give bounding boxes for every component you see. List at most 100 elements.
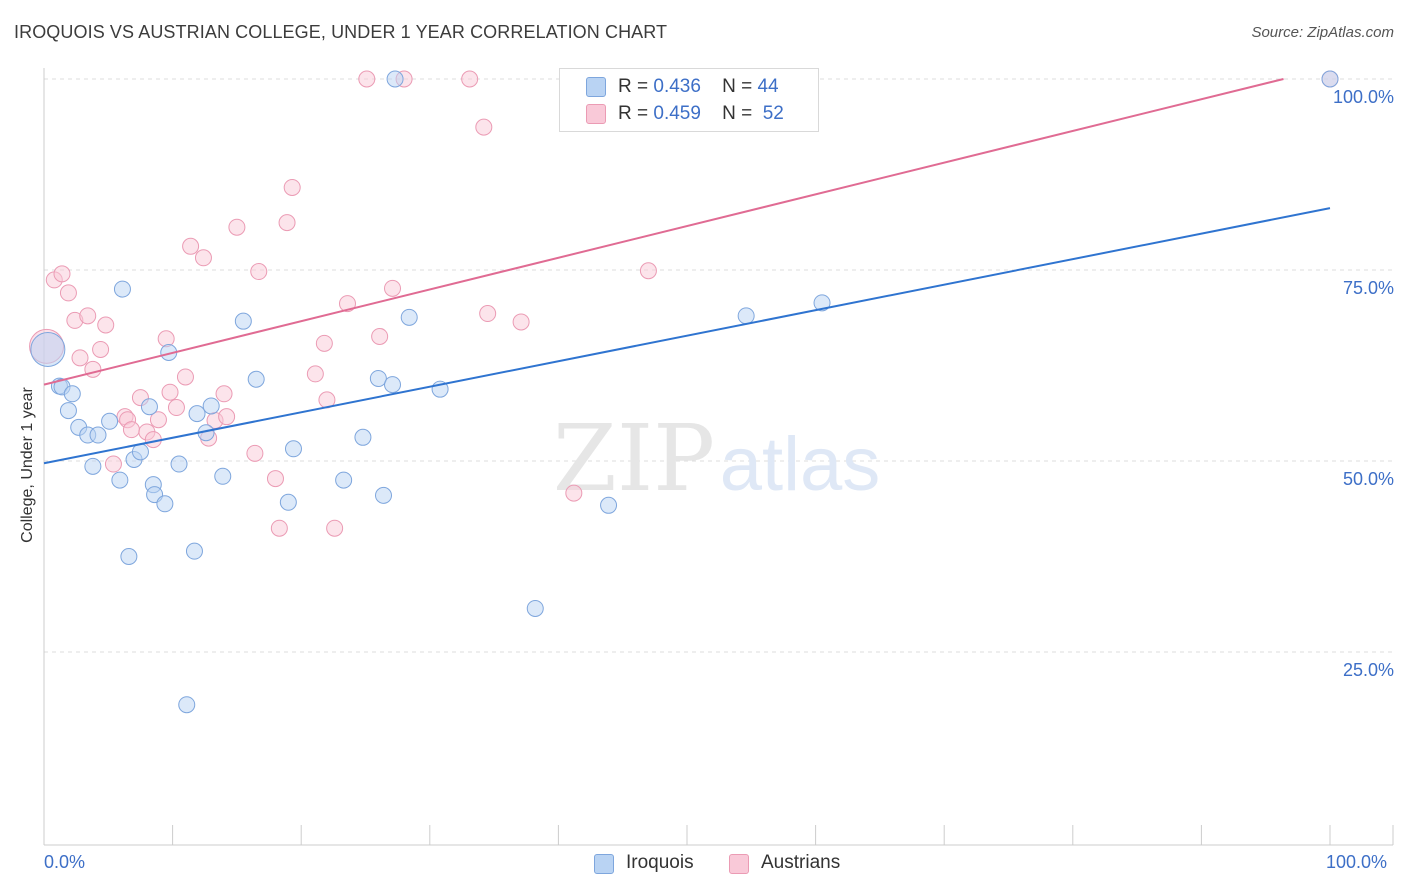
austrians-point-42 <box>384 279 402 297</box>
iroquois-point-40 <box>600 496 618 514</box>
iroquois-point-11 <box>111 471 129 489</box>
iroquois-point-14 <box>120 547 138 565</box>
iroquois-point-25 <box>202 397 220 415</box>
iroquois-point-30 <box>284 440 302 458</box>
iroquois-point-28 <box>247 370 265 388</box>
iroquois-point-21 <box>178 696 196 714</box>
legend-label-iroquois: Iroquois <box>626 852 694 873</box>
watermark: ZIP atlas <box>553 405 880 512</box>
austrians-point-20 <box>167 399 185 417</box>
legend-n-label: N = <box>722 76 753 97</box>
iroquois-point-26 <box>214 467 232 485</box>
austrians-point-35 <box>306 365 324 383</box>
legend-label-austrians: Austrians <box>761 852 841 873</box>
legend-r-value: 0.459 <box>653 103 701 124</box>
austrians-point-34 <box>283 178 301 196</box>
legend-n-label: N = <box>722 103 753 124</box>
legend-r-label: R = <box>618 76 649 97</box>
trend-line-austrians <box>43 78 1284 386</box>
austrians-point-44 <box>461 70 479 88</box>
austrians-point-47 <box>512 313 530 331</box>
austrians-point-39 <box>338 295 356 313</box>
iroquois-point-3 <box>63 385 81 403</box>
iroquois-point-0 <box>30 331 66 367</box>
iroquois-point-34 <box>375 486 393 504</box>
legend-stats: R = 0.436 N = 44 R = 0.459 N = 52 <box>559 68 819 132</box>
legend-n-value: 52 <box>762 103 784 124</box>
austrians-point-41 <box>371 327 389 345</box>
iroquois-point-15 <box>140 398 158 416</box>
austrians-point-30 <box>250 263 268 281</box>
iroquois-point-36 <box>386 70 404 88</box>
y-tick-label-100: 100.0% <box>1332 87 1394 107</box>
austrians-point-8 <box>92 340 110 358</box>
iroquois-point-35 <box>384 376 402 394</box>
iroquois-point-10 <box>113 280 131 298</box>
iroquois-point-27 <box>234 312 252 330</box>
austrians-point-46 <box>479 305 497 323</box>
x-tick-label-min: 0.0% <box>44 852 86 872</box>
source-label: Source: ZipAtlas.com <box>1251 24 1394 41</box>
austrians-point-31 <box>266 470 284 488</box>
iroquois-point-33 <box>369 369 387 387</box>
austrians-point-36 <box>315 334 333 352</box>
iroquois-point-29 <box>279 493 297 511</box>
iroquois-point-41 <box>737 307 755 325</box>
austrians-point-5 <box>79 307 97 325</box>
austrians-point-22 <box>182 237 200 255</box>
legend-n-value: 44 <box>757 76 779 97</box>
legend-swatch-iroquois <box>586 77 606 97</box>
austrians-point-38 <box>326 519 344 537</box>
iroquois-point-20 <box>170 455 188 473</box>
austrians-point-28 <box>228 218 246 236</box>
iroquois-point-31 <box>335 471 353 489</box>
austrians-point-21 <box>176 368 194 386</box>
austrians-point-3 <box>59 284 77 302</box>
iroquois-point-18 <box>156 495 174 513</box>
austrians-point-10 <box>104 455 122 473</box>
iroquois-point-32 <box>354 428 372 446</box>
austrians-point-45 <box>475 118 493 136</box>
y-tick-label-25: 25.0% <box>1342 660 1394 680</box>
iroquois-point-7 <box>89 426 107 444</box>
iroquois-point-39 <box>526 599 544 617</box>
austrians-point-19 <box>161 383 179 401</box>
austrians-point-27 <box>218 408 236 426</box>
austrians-point-29 <box>246 444 264 462</box>
gridlines <box>44 78 1393 653</box>
austrians-point-32 <box>270 519 288 537</box>
x-tick-label-max: 100.0% <box>1326 852 1388 872</box>
austrians-point-48 <box>565 484 583 502</box>
austrians-point-17 <box>149 411 167 429</box>
austrians-point-40 <box>358 70 376 88</box>
austrians-point-26 <box>215 385 233 403</box>
trend-line-iroquois <box>43 207 1331 465</box>
austrians-point-9 <box>97 316 115 334</box>
iroquois-point-43 <box>1321 70 1339 88</box>
iroquois-point-8 <box>84 457 102 475</box>
series-iroquois <box>30 70 1339 714</box>
iroquois-point-4 <box>59 402 77 420</box>
y-tick-label-75: 75.0% <box>1342 278 1394 298</box>
austrians-point-18 <box>157 330 175 348</box>
chart-title: IROQUOIS VS AUSTRIAN COLLEGE, UNDER 1 YE… <box>14 22 668 42</box>
legend-swatch-iroquois <box>594 854 614 874</box>
legend-r-value: 0.436 <box>653 76 701 97</box>
axes <box>43 68 1394 846</box>
y-tick-label-50: 50.0% <box>1342 469 1394 489</box>
iroquois-point-42 <box>813 294 831 312</box>
iroquois-point-22 <box>188 405 206 423</box>
iroquois-point-23 <box>185 542 203 560</box>
legend-swatch-austrians <box>586 104 606 124</box>
trend-lines <box>43 78 1331 465</box>
legend-r-label: R = <box>618 103 649 124</box>
austrians-point-23 <box>194 249 212 267</box>
austrians-point-33 <box>278 214 296 232</box>
iroquois-point-37 <box>400 308 418 326</box>
austrians-point-49 <box>639 262 657 280</box>
austrians-point-13 <box>122 421 140 439</box>
austrians-point-2 <box>53 265 71 283</box>
legend-swatch-austrians <box>729 854 749 874</box>
iroquois-point-9 <box>101 412 119 430</box>
